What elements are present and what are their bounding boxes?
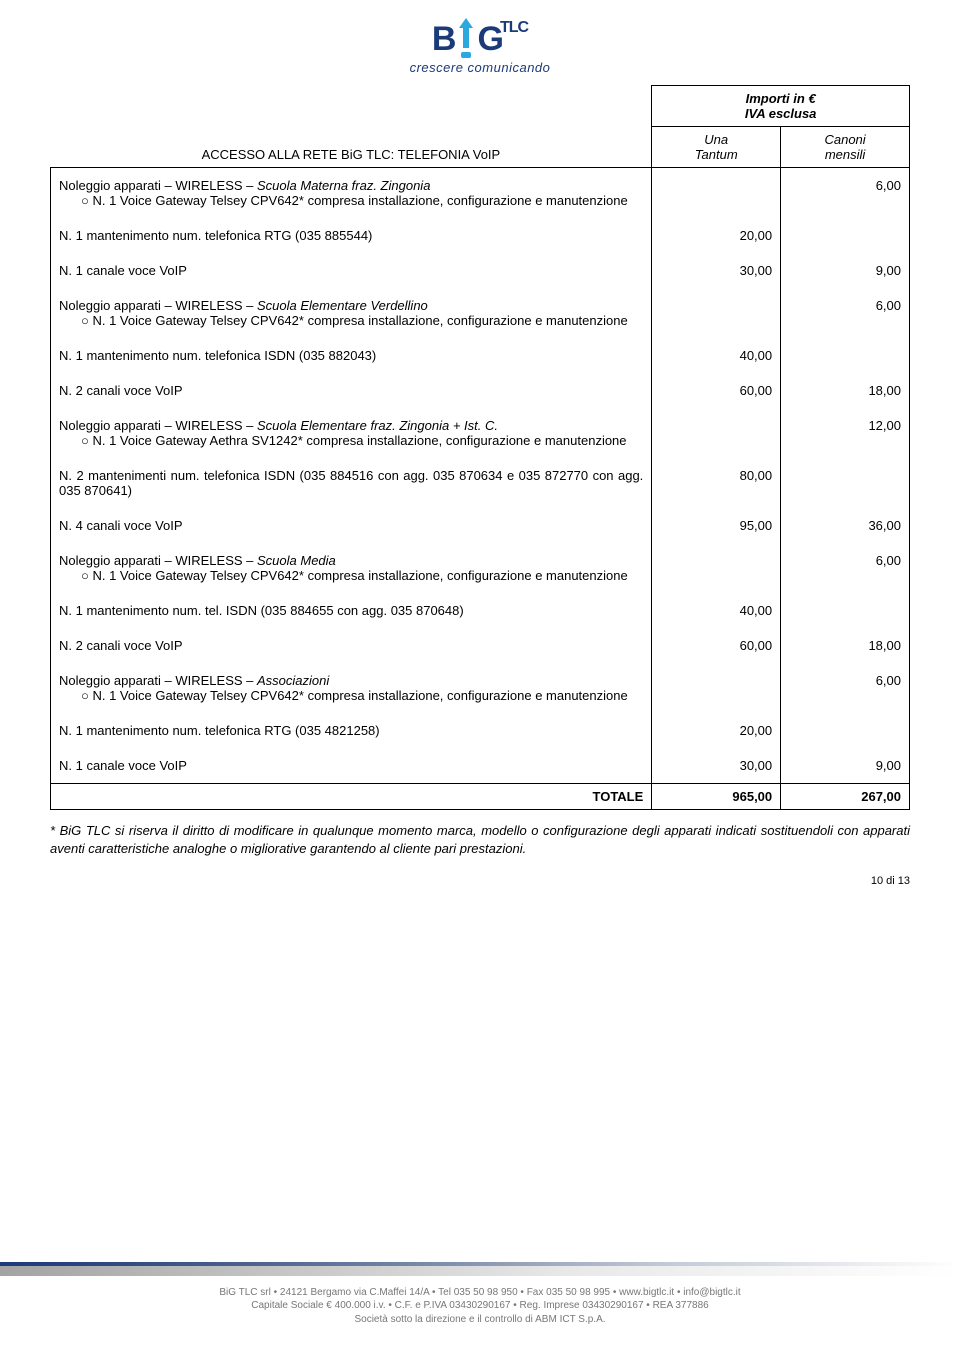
- row-una-tantum: [652, 288, 781, 338]
- row-una-tantum: 60,00: [652, 628, 781, 663]
- row-description: Noleggio apparati – WIRELESS – Scuola Ma…: [51, 168, 652, 219]
- row-una-tantum: 80,00: [652, 458, 781, 508]
- row-desc-plain: Noleggio apparati – WIRELESS –: [59, 673, 257, 688]
- row-description: Noleggio apparati – WIRELESS – Scuola El…: [51, 408, 652, 458]
- row-desc-plain: Noleggio apparati – WIRELESS –: [59, 418, 257, 433]
- row-desc-italic: Associazioni: [257, 673, 329, 688]
- row-una-tantum: 40,00: [652, 338, 781, 373]
- total-una: 965,00: [652, 784, 781, 810]
- row-description: Noleggio apparati – WIRELESS – Associazi…: [51, 663, 652, 713]
- table-row: N. 1 mantenimento num. telefonica RTG (0…: [51, 713, 910, 748]
- row-sub-item: N. 1 Voice Gateway Telsey CPV642* compre…: [59, 688, 643, 703]
- row-description: N. 4 canali voce VoIP: [51, 508, 652, 543]
- footnote: * BiG TLC si riserva il diritto di modif…: [50, 822, 910, 857]
- row-canoni: 6,00: [781, 168, 910, 219]
- table-row: N. 1 canale voce VoIP30,009,00: [51, 253, 910, 288]
- table-row: N. 2 mantenimenti num. telefonica ISDN (…: [51, 458, 910, 508]
- row-una-tantum: [652, 543, 781, 593]
- total-label: TOTALE: [51, 784, 652, 810]
- logo-letter-b: B: [432, 20, 456, 58]
- table-row: N. 2 canali voce VoIP60,0018,00: [51, 373, 910, 408]
- row-description: N. 1 mantenimento num. telefonica RTG (0…: [51, 218, 652, 253]
- row-desc-plain: Noleggio apparati – WIRELESS –: [59, 553, 257, 568]
- table-title: ACCESSO ALLA RETE BiG TLC: TELEFONIA VoI…: [202, 147, 501, 162]
- row-canoni: 9,00: [781, 253, 910, 288]
- row-description: N. 1 canale voce VoIP: [51, 748, 652, 784]
- table-row: N. 1 mantenimento num. telefonica RTG (0…: [51, 218, 910, 253]
- footer-line-1: BiG TLC srl • 24121 Bergamo via C.Maffei…: [0, 1286, 960, 1300]
- row-desc-plain: Noleggio apparati – WIRELESS –: [59, 178, 257, 193]
- row-description: N. 1 mantenimento num. tel. ISDN (035 88…: [51, 593, 652, 628]
- row-description: N. 1 mantenimento num. telefonica ISDN (…: [51, 338, 652, 373]
- row-canoni: 6,00: [781, 288, 910, 338]
- row-desc-italic: Scuola Materna fraz. Zingonia: [257, 178, 430, 193]
- row-canoni: [781, 593, 910, 628]
- header-importi-line1: Importi in €: [660, 91, 901, 106]
- table-row: Noleggio apparati – WIRELESS – Scuola El…: [51, 408, 910, 458]
- total-can: 267,00: [781, 784, 910, 810]
- row-una-tantum: 40,00: [652, 593, 781, 628]
- row-canoni: 9,00: [781, 748, 910, 784]
- row-una-tantum: 30,00: [652, 253, 781, 288]
- logo-suffix: TLC: [500, 19, 528, 36]
- row-una-tantum: [652, 168, 781, 219]
- row-una-tantum: 20,00: [652, 218, 781, 253]
- footer-line-3: Società sotto la direzione e il controll…: [0, 1313, 960, 1327]
- table-row: Noleggio apparati – WIRELESS – Scuola Me…: [51, 543, 910, 593]
- table-header-row-1: ACCESSO ALLA RETE BiG TLC: TELEFONIA VoI…: [51, 86, 910, 127]
- header-importi-line2: IVA esclusa: [660, 106, 901, 121]
- row-sub-item: N. 1 Voice Gateway Telsey CPV642* compre…: [59, 568, 643, 583]
- table-row: Noleggio apparati – WIRELESS – Associazi…: [51, 663, 910, 713]
- row-description: N. 1 canale voce VoIP: [51, 253, 652, 288]
- row-canoni: 6,00: [781, 663, 910, 713]
- footer-line-2: Capitale Sociale € 400.000 i.v. • C.F. e…: [0, 1299, 960, 1313]
- table-row: N. 1 mantenimento num. tel. ISDN (035 88…: [51, 593, 910, 628]
- row-una-tantum: [652, 408, 781, 458]
- row-desc-italic: Scuola Elementare fraz. Zingonia + Ist. …: [257, 418, 498, 433]
- table-row: N. 1 mantenimento num. telefonica ISDN (…: [51, 338, 910, 373]
- row-canoni: [781, 458, 910, 508]
- row-una-tantum: 30,00: [652, 748, 781, 784]
- row-desc-plain: Noleggio apparati – WIRELESS –: [59, 298, 257, 313]
- row-description: N. 2 canali voce VoIP: [51, 373, 652, 408]
- table-row: N. 2 canali voce VoIP60,0018,00: [51, 628, 910, 663]
- row-canoni: [781, 218, 910, 253]
- table-row: Noleggio apparati – WIRELESS – Scuola El…: [51, 288, 910, 338]
- pricing-table: ACCESSO ALLA RETE BiG TLC: TELEFONIA VoI…: [50, 85, 910, 810]
- row-canoni: 6,00: [781, 543, 910, 593]
- header-importi: Importi in € IVA esclusa: [652, 86, 910, 127]
- row-description: N. 2 canali voce VoIP: [51, 628, 652, 663]
- row-una-tantum: 20,00: [652, 713, 781, 748]
- row-description: Noleggio apparati – WIRELESS – Scuola El…: [51, 288, 652, 338]
- logo: BGTLC crescere comunicando: [50, 20, 910, 75]
- row-canoni: [781, 713, 910, 748]
- row-description: N. 1 mantenimento num. telefonica RTG (0…: [51, 713, 652, 748]
- row-description: N. 2 mantenimenti num. telefonica ISDN (…: [51, 458, 652, 508]
- header-col-canoni: Canoni mensili: [781, 127, 910, 168]
- header-col-una: Una Tantum: [652, 127, 781, 168]
- logo-tagline: crescere comunicando: [410, 60, 551, 75]
- row-sub-item: N. 1 Voice Gateway Telsey CPV642* compre…: [59, 193, 643, 208]
- table-row: Noleggio apparati – WIRELESS – Scuola Ma…: [51, 168, 910, 219]
- row-desc-italic: Scuola Media: [257, 553, 336, 568]
- footer-text: BiG TLC srl • 24121 Bergamo via C.Maffei…: [0, 1286, 960, 1327]
- row-canoni: 12,00: [781, 408, 910, 458]
- total-row: TOTALE 965,00 267,00: [51, 784, 910, 810]
- table-row: N. 4 canali voce VoIP95,0036,00: [51, 508, 910, 543]
- logo-arrow-icon: [455, 18, 477, 60]
- page-number: 10 di 13: [50, 875, 910, 887]
- row-description: Noleggio apparati – WIRELESS – Scuola Me…: [51, 543, 652, 593]
- row-canoni: 36,00: [781, 508, 910, 543]
- row-desc-italic: Scuola Elementare Verdellino: [257, 298, 428, 313]
- row-canoni: 18,00: [781, 373, 910, 408]
- row-una-tantum: 60,00: [652, 373, 781, 408]
- row-canoni: 18,00: [781, 628, 910, 663]
- row-sub-item: N. 1 Voice Gateway Telsey CPV642* compre…: [59, 313, 643, 328]
- row-una-tantum: 95,00: [652, 508, 781, 543]
- row-una-tantum: [652, 663, 781, 713]
- row-sub-item: N. 1 Voice Gateway Aethra SV1242* compre…: [59, 433, 643, 448]
- row-canoni: [781, 338, 910, 373]
- footer-band: [0, 1262, 960, 1276]
- table-row: N. 1 canale voce VoIP30,009,00: [51, 748, 910, 784]
